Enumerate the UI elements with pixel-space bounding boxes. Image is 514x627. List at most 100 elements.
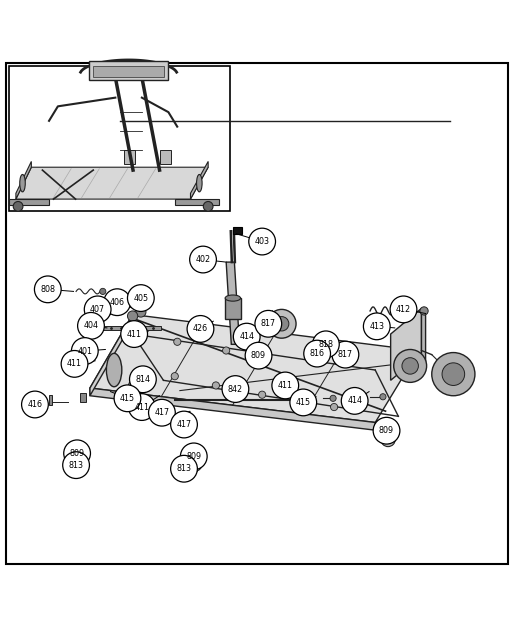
Text: 413: 413 [369, 322, 384, 331]
Text: 411: 411 [126, 330, 142, 339]
Circle shape [63, 452, 89, 478]
Circle shape [74, 448, 82, 456]
Polygon shape [191, 161, 208, 199]
Circle shape [104, 289, 131, 315]
Circle shape [390, 296, 417, 323]
Circle shape [313, 331, 339, 358]
Text: 402: 402 [195, 255, 211, 264]
Text: 414: 414 [239, 332, 254, 341]
Text: 415: 415 [296, 398, 311, 407]
Polygon shape [226, 262, 240, 344]
Circle shape [114, 385, 141, 412]
Bar [49, 395, 52, 405]
Circle shape [136, 307, 146, 317]
Circle shape [190, 246, 216, 273]
Text: 809: 809 [69, 449, 85, 458]
Text: 417: 417 [154, 408, 170, 417]
Text: 401: 401 [77, 347, 93, 356]
Polygon shape [175, 411, 190, 421]
Text: 817: 817 [261, 319, 276, 329]
Circle shape [331, 403, 338, 411]
Ellipse shape [106, 354, 122, 387]
Circle shape [128, 394, 155, 421]
Circle shape [61, 350, 88, 377]
Circle shape [274, 317, 289, 331]
Circle shape [100, 288, 106, 295]
Circle shape [121, 320, 148, 347]
Circle shape [34, 276, 61, 303]
Circle shape [71, 455, 85, 469]
Polygon shape [90, 315, 133, 396]
Circle shape [373, 418, 400, 444]
Text: 809: 809 [186, 452, 201, 461]
Ellipse shape [196, 174, 202, 192]
Text: 406: 406 [109, 298, 125, 307]
Bar [89, 61, 169, 80]
Text: 816: 816 [309, 349, 325, 358]
Circle shape [180, 443, 207, 470]
Text: 808: 808 [40, 285, 56, 294]
Circle shape [381, 432, 395, 446]
Circle shape [267, 309, 296, 338]
Text: 813: 813 [68, 461, 84, 470]
Bar [159, 150, 171, 164]
Circle shape [127, 311, 138, 321]
Circle shape [71, 338, 98, 364]
Circle shape [78, 312, 104, 339]
Text: 817: 817 [338, 350, 353, 359]
Circle shape [300, 398, 307, 406]
Circle shape [442, 363, 465, 386]
Text: 814: 814 [135, 375, 151, 384]
Ellipse shape [20, 174, 25, 192]
Circle shape [380, 394, 386, 400]
Text: 416: 416 [27, 400, 43, 409]
Circle shape [341, 387, 368, 414]
Ellipse shape [225, 295, 241, 301]
Polygon shape [90, 315, 419, 423]
Polygon shape [175, 199, 219, 205]
Bar [398, 355, 414, 362]
Circle shape [245, 342, 272, 369]
Polygon shape [16, 161, 31, 199]
Circle shape [204, 201, 213, 211]
Circle shape [432, 352, 475, 396]
Text: 404: 404 [83, 321, 99, 330]
Circle shape [272, 372, 299, 399]
Circle shape [174, 338, 181, 345]
Text: 411: 411 [67, 359, 82, 369]
Circle shape [402, 358, 418, 374]
Polygon shape [391, 308, 421, 381]
Circle shape [394, 349, 427, 382]
Circle shape [187, 315, 214, 342]
Circle shape [22, 391, 48, 418]
Circle shape [332, 341, 359, 368]
Bar [9, 66, 230, 211]
Text: 415: 415 [120, 394, 135, 403]
Circle shape [130, 366, 156, 393]
Circle shape [171, 455, 197, 482]
Text: 411: 411 [134, 403, 150, 411]
Polygon shape [152, 403, 167, 414]
Text: 809: 809 [251, 351, 266, 360]
Circle shape [171, 372, 178, 380]
Text: 813: 813 [176, 464, 192, 473]
Circle shape [304, 340, 331, 367]
Circle shape [222, 376, 249, 403]
Polygon shape [225, 298, 241, 319]
Text: 417: 417 [176, 420, 192, 429]
Text: 809: 809 [379, 426, 394, 435]
Circle shape [171, 411, 197, 438]
Circle shape [188, 457, 202, 472]
Circle shape [330, 395, 336, 401]
Polygon shape [90, 388, 375, 430]
Bar [233, 226, 242, 234]
Circle shape [127, 285, 154, 312]
Circle shape [363, 313, 390, 340]
Text: 407: 407 [90, 305, 105, 314]
Circle shape [255, 310, 282, 337]
Circle shape [13, 201, 23, 211]
Polygon shape [9, 199, 49, 205]
Circle shape [249, 228, 276, 255]
Circle shape [223, 347, 230, 354]
Polygon shape [16, 167, 208, 199]
